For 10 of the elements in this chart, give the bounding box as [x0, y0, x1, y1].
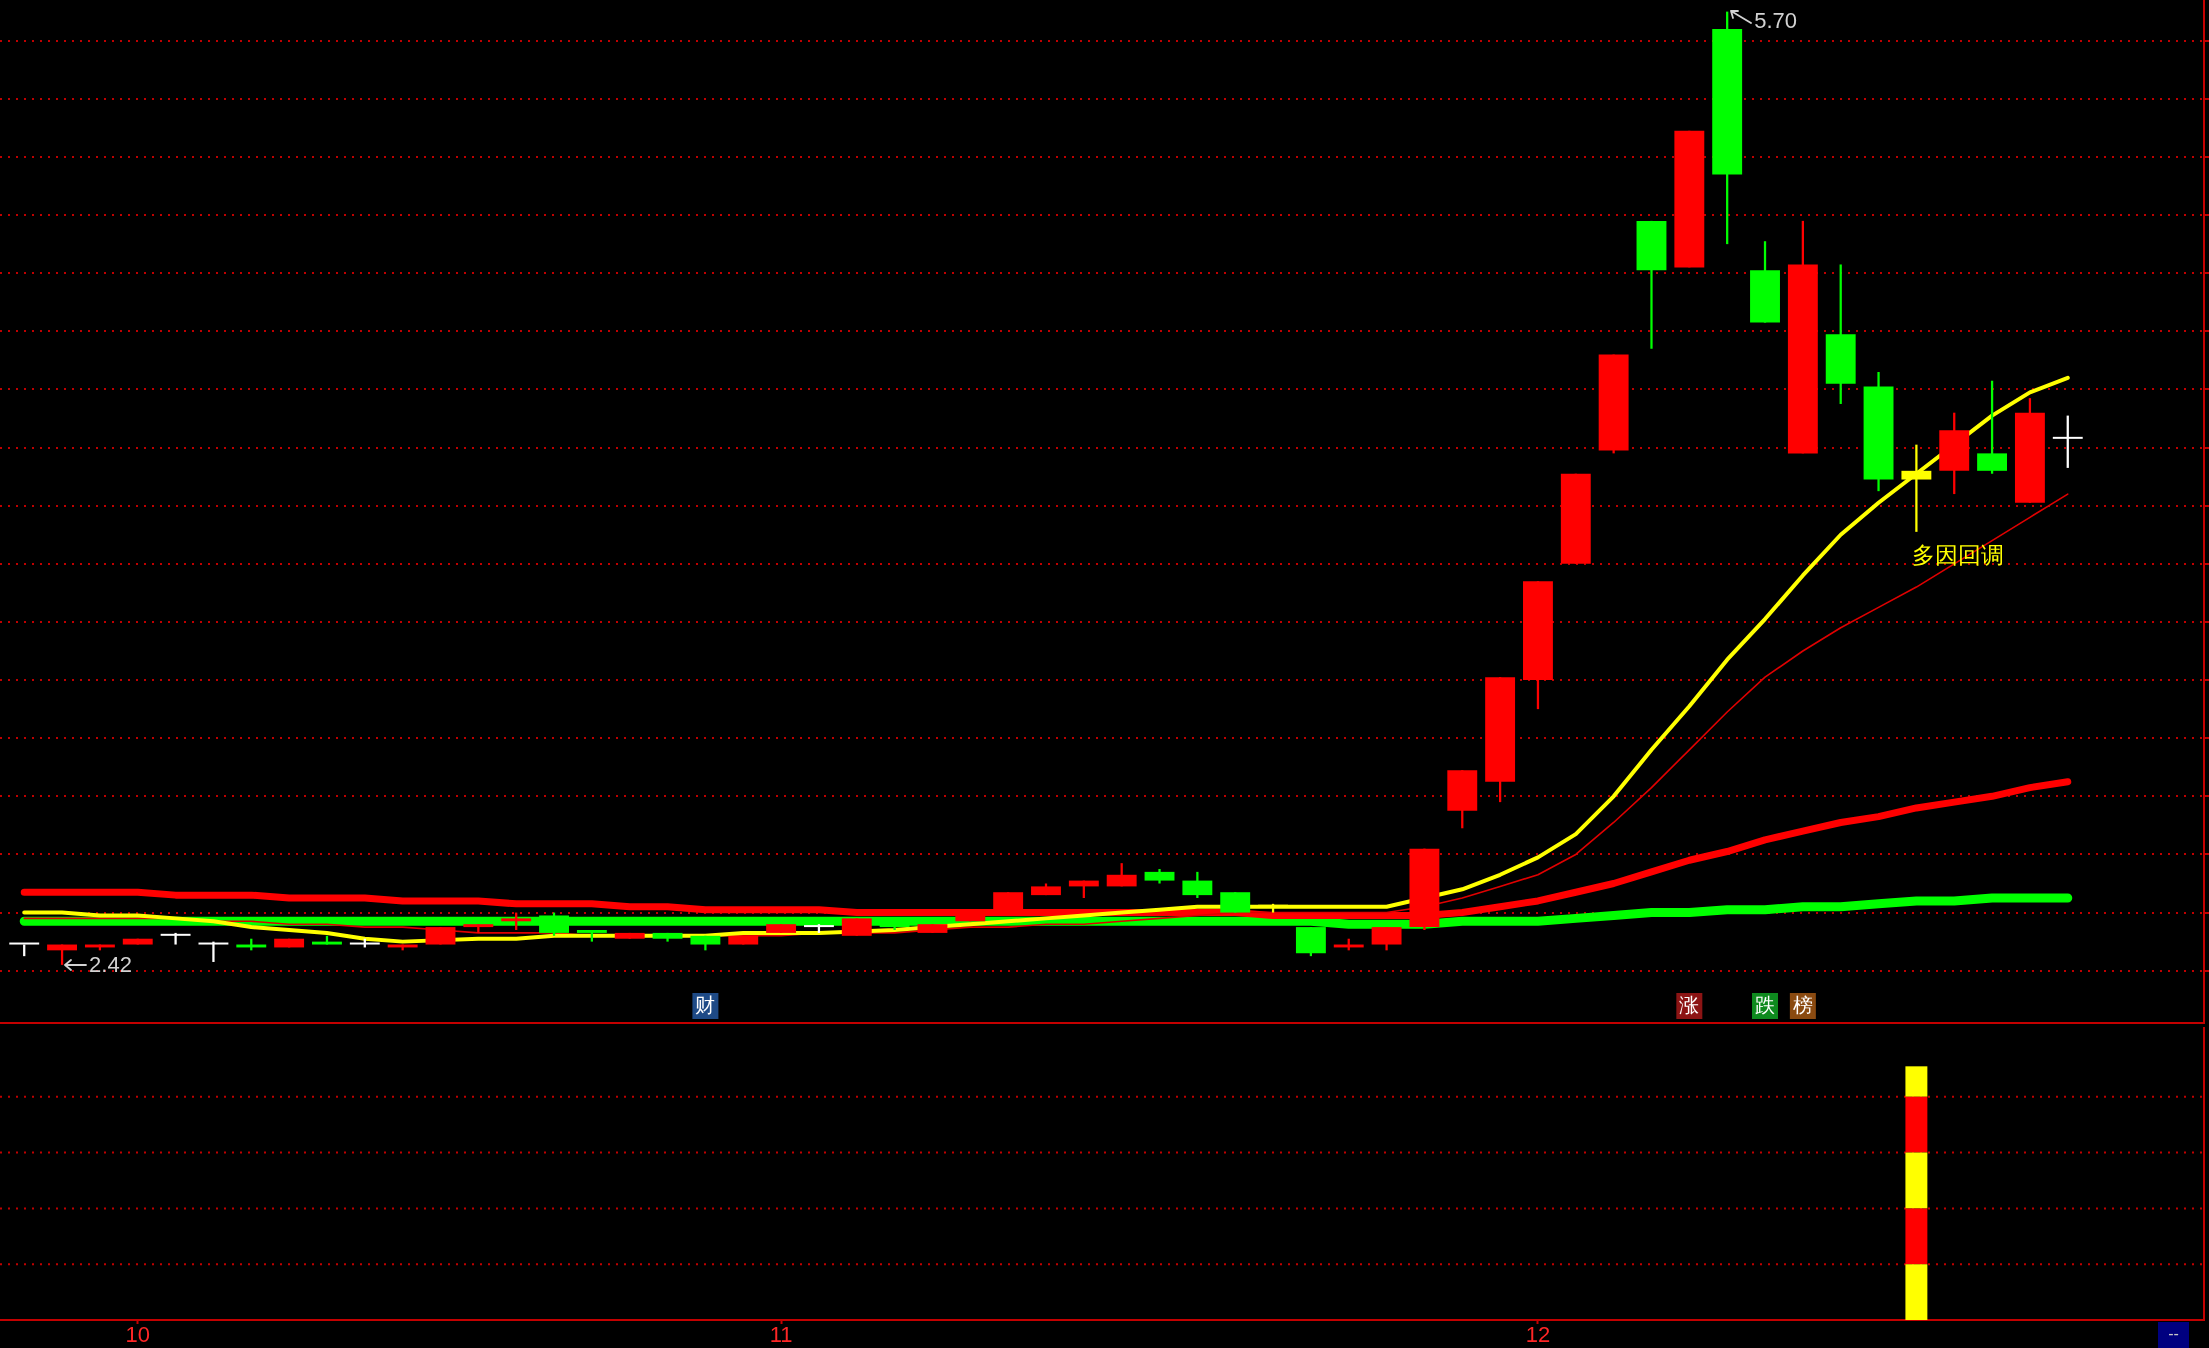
annotation: 5.70	[1754, 7, 1797, 33]
annotation: 2.42	[89, 951, 132, 977]
annotation: 财	[695, 993, 716, 1016]
x-tick-label: 10	[125, 1322, 150, 1348]
annotation: 跌	[1755, 993, 1776, 1016]
annotation: 涨	[1679, 993, 1700, 1016]
x-tick-label: 11	[769, 1322, 793, 1348]
x-tick-label: 12	[1525, 1322, 1551, 1348]
annotation: 榜	[1792, 993, 1813, 1016]
text: --	[2168, 1325, 2179, 1343]
